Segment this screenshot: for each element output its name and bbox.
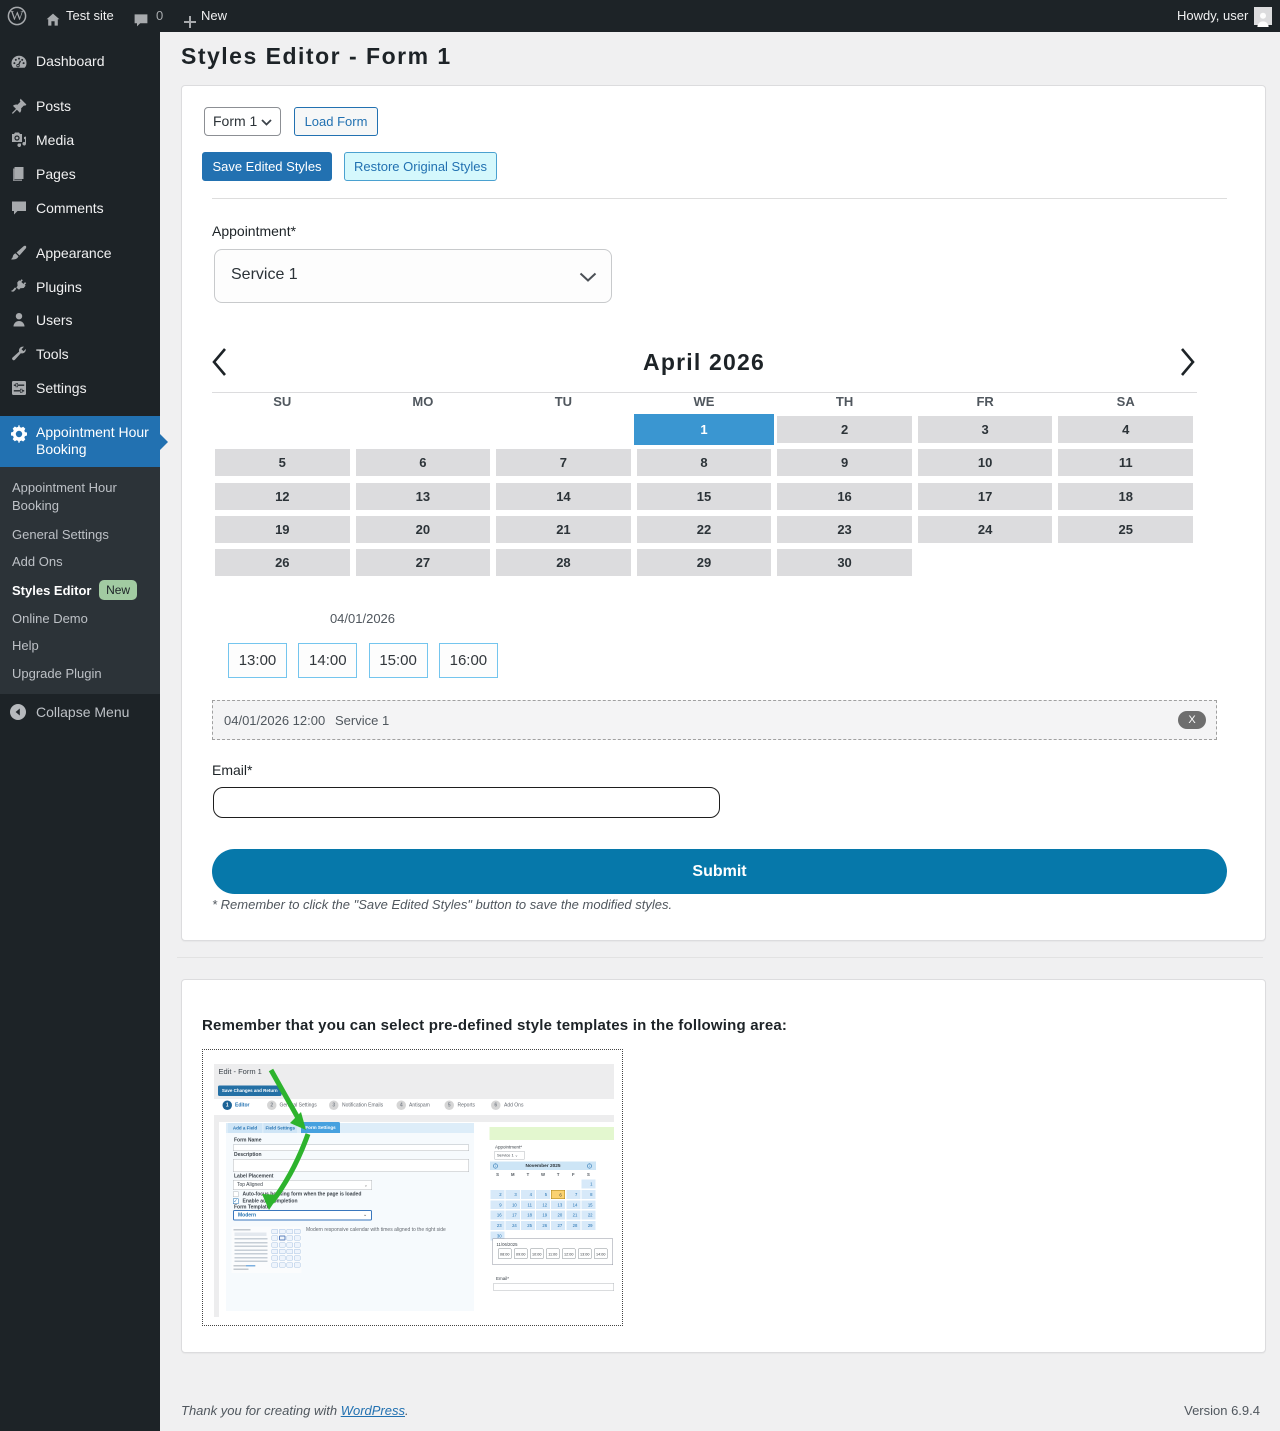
svg-text:W: W — [10, 9, 24, 24]
